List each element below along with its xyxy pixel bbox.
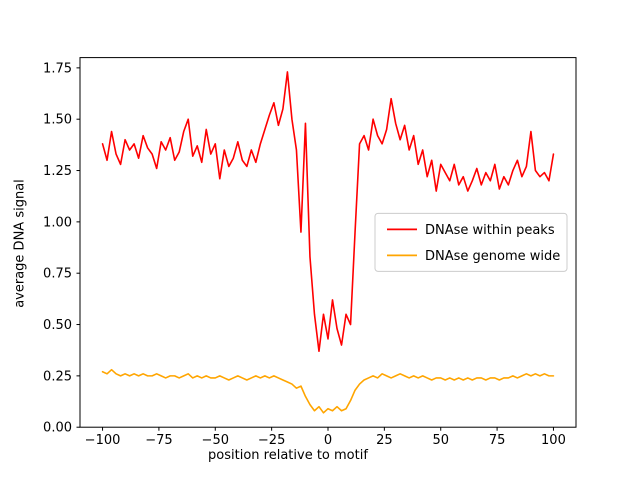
y-axis-label: average DNA signal bbox=[12, 179, 28, 308]
x-axis-tick-label: −100 bbox=[85, 433, 121, 448]
y-axis-tick-label: 0.00 bbox=[43, 421, 72, 436]
legend-label: DNAse genome wide bbox=[425, 249, 560, 264]
x-axis-tick-label: 75 bbox=[489, 433, 506, 448]
x-axis-tick-label: 100 bbox=[541, 433, 566, 448]
series-line-dnase-within-peaks bbox=[101, 71, 555, 353]
series-line-dnase-genome-wide bbox=[101, 368, 555, 414]
y-axis-tick-label: 0.50 bbox=[43, 318, 72, 333]
x-axis-tick-label: −75 bbox=[145, 433, 172, 448]
y-axis-tick-label: 0.75 bbox=[43, 267, 72, 282]
x-axis-tick-label: −25 bbox=[258, 433, 285, 448]
x-axis-tick-label: 0 bbox=[324, 433, 332, 448]
y-axis-tick-label: 1.00 bbox=[43, 215, 72, 230]
y-axis-tick-label: 1.25 bbox=[43, 164, 72, 179]
x-axis-tick-label: 50 bbox=[432, 433, 449, 448]
x-axis-tick-label: −50 bbox=[202, 433, 229, 448]
legend-box bbox=[374, 212, 568, 272]
y-axis-tick-label: 1.50 bbox=[43, 113, 72, 128]
y-axis-tick-label: 0.25 bbox=[43, 369, 72, 384]
x-axis-tick-label: 25 bbox=[376, 433, 393, 448]
legend-label: DNAse within peaks bbox=[425, 223, 555, 238]
y-axis-tick-label: 1.75 bbox=[43, 61, 72, 76]
x-axis-label: position relative to motif bbox=[208, 448, 368, 463]
